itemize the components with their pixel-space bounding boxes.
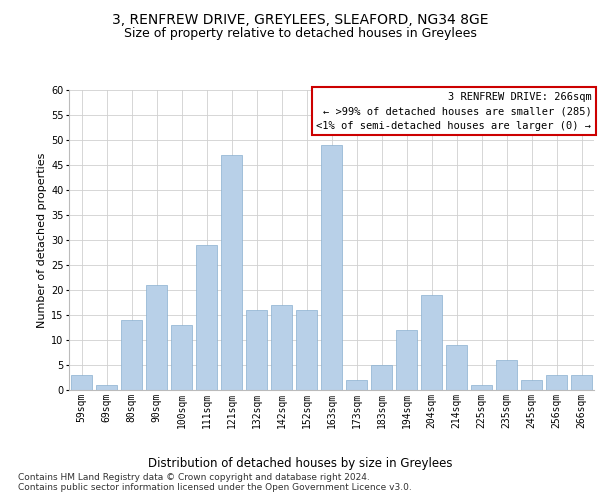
Bar [496,360,517,390]
Bar [346,380,367,390]
Bar [121,320,142,390]
Bar [246,310,267,390]
Bar [546,375,567,390]
Bar [146,285,167,390]
Bar [296,310,317,390]
Bar [271,305,292,390]
Bar [396,330,417,390]
Y-axis label: Number of detached properties: Number of detached properties [37,152,47,328]
Text: 3, RENFREW DRIVE, GREYLEES, SLEAFORD, NG34 8GE: 3, RENFREW DRIVE, GREYLEES, SLEAFORD, NG… [112,12,488,26]
Bar [471,385,492,390]
Text: Size of property relative to detached houses in Greylees: Size of property relative to detached ho… [124,28,476,40]
Bar [171,325,192,390]
Bar [371,365,392,390]
Bar [571,375,592,390]
Bar [446,345,467,390]
Bar [421,295,442,390]
Bar [96,385,117,390]
Text: 3 RENFREW DRIVE: 266sqm
← >99% of detached houses are smaller (285)
<1% of semi-: 3 RENFREW DRIVE: 266sqm ← >99% of detach… [316,92,592,131]
Bar [196,245,217,390]
Bar [521,380,542,390]
Text: Distribution of detached houses by size in Greylees: Distribution of detached houses by size … [148,458,452,470]
Bar [221,155,242,390]
Bar [321,145,342,390]
Text: Contains HM Land Registry data © Crown copyright and database right 2024.
Contai: Contains HM Land Registry data © Crown c… [18,472,412,492]
Bar [71,375,92,390]
